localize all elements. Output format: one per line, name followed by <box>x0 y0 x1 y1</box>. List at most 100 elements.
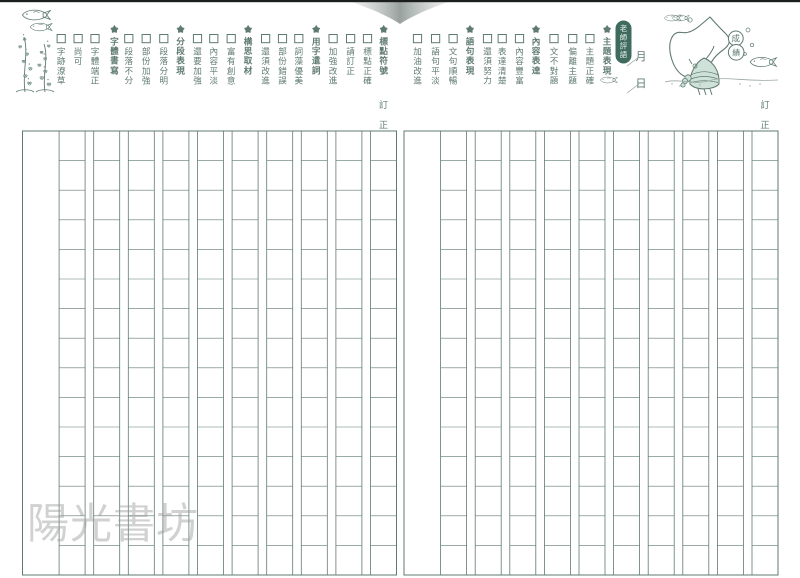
svg-text:語: 語 <box>620 49 628 59</box>
svg-text:暢: 暢 <box>449 74 458 85</box>
svg-text:分: 分 <box>124 75 133 85</box>
svg-text:加: 加 <box>413 47 422 57</box>
svg-text:內: 內 <box>515 47 524 57</box>
svg-text:強: 強 <box>193 74 202 85</box>
svg-text:偏: 偏 <box>568 46 577 57</box>
svg-text:段: 段 <box>176 45 185 56</box>
svg-text:確: 確 <box>363 74 372 85</box>
svg-text:成: 成 <box>732 34 741 44</box>
svg-text:主: 主 <box>603 35 612 46</box>
svg-text:內: 內 <box>209 47 218 57</box>
svg-text:加: 加 <box>193 66 202 76</box>
svg-text:表: 表 <box>465 55 475 66</box>
svg-text:改: 改 <box>261 65 270 76</box>
svg-text:訂: 訂 <box>760 99 769 110</box>
svg-text:內: 內 <box>532 35 541 46</box>
svg-text:跡: 跡 <box>57 55 66 66</box>
svg-text:字: 字 <box>312 45 321 56</box>
svg-text:現: 現 <box>603 65 612 75</box>
svg-text:標: 標 <box>379 35 388 46</box>
svg-text:達: 達 <box>532 64 541 75</box>
svg-text:符: 符 <box>379 55 388 66</box>
svg-text:文: 文 <box>449 46 458 57</box>
svg-text:語: 語 <box>431 46 440 57</box>
svg-text:題: 題 <box>586 56 595 66</box>
svg-text:語: 語 <box>466 35 475 46</box>
svg-text:離: 離 <box>568 55 577 66</box>
svg-text:確: 確 <box>586 74 595 85</box>
svg-text:句: 句 <box>431 55 440 66</box>
svg-text:點: 點 <box>363 55 372 66</box>
svg-text:文: 文 <box>550 46 559 57</box>
svg-text:潦: 潦 <box>57 65 66 76</box>
svg-text:強: 強 <box>142 74 151 85</box>
svg-text:分: 分 <box>159 66 168 76</box>
svg-text:創: 創 <box>227 65 236 76</box>
svg-text:師: 師 <box>620 32 628 42</box>
svg-text:字: 字 <box>91 46 100 57</box>
svg-text:詞: 詞 <box>312 64 321 75</box>
svg-text:美: 美 <box>294 74 303 85</box>
svg-text:訂: 訂 <box>379 99 388 110</box>
svg-text:清: 清 <box>498 65 507 76</box>
svg-text:容: 容 <box>515 55 524 66</box>
svg-text:陽光書坊: 陽光書坊 <box>27 500 199 547</box>
svg-text:須: 須 <box>261 56 270 66</box>
svg-text:草: 草 <box>57 74 66 85</box>
svg-text:楚: 楚 <box>498 74 507 85</box>
svg-text:份: 份 <box>278 55 287 66</box>
svg-text:落: 落 <box>159 55 168 66</box>
svg-text:材: 材 <box>244 64 253 75</box>
svg-text:正: 正 <box>346 66 355 76</box>
svg-text:進: 進 <box>329 75 338 85</box>
svg-text:句: 句 <box>449 55 458 66</box>
svg-text:淡: 淡 <box>431 75 440 85</box>
svg-text:意: 意 <box>227 74 236 85</box>
svg-text:體: 體 <box>91 55 100 66</box>
svg-text:正: 正 <box>363 66 372 76</box>
svg-text:遣: 遣 <box>312 55 321 66</box>
svg-text:題: 題 <box>568 75 577 85</box>
svg-text:對: 對 <box>550 65 559 76</box>
svg-text:淡: 淡 <box>209 75 218 85</box>
svg-text:句: 句 <box>466 45 475 56</box>
svg-text:達: 達 <box>498 55 507 66</box>
svg-text:不: 不 <box>124 66 133 76</box>
svg-text:平: 平 <box>209 66 218 76</box>
svg-text:進: 進 <box>413 75 422 85</box>
svg-text:加: 加 <box>142 66 151 76</box>
svg-text:月: 月 <box>636 51 647 63</box>
svg-text:還: 還 <box>193 46 202 57</box>
svg-text:須: 須 <box>483 56 492 66</box>
svg-text:表: 表 <box>531 55 541 66</box>
svg-text:份: 份 <box>142 55 151 66</box>
svg-text:努: 努 <box>483 65 492 76</box>
svg-text:還: 還 <box>261 46 270 57</box>
svg-text:體: 體 <box>110 45 119 56</box>
svg-text:正: 正 <box>91 75 100 85</box>
svg-text:書: 書 <box>110 55 119 66</box>
svg-text:訂: 訂 <box>346 55 355 66</box>
svg-text:正: 正 <box>379 120 388 130</box>
svg-text:平: 平 <box>431 66 440 76</box>
svg-text:藻: 藻 <box>294 55 303 66</box>
svg-text:油: 油 <box>413 55 422 66</box>
svg-text:進: 進 <box>261 75 270 85</box>
svg-text:老: 老 <box>620 23 628 33</box>
svg-text:現: 現 <box>466 65 475 75</box>
svg-text:容: 容 <box>209 55 218 66</box>
svg-text:表: 表 <box>498 46 507 57</box>
svg-text:評: 評 <box>620 41 628 51</box>
svg-text:主: 主 <box>568 65 577 76</box>
svg-text:正: 正 <box>760 120 769 130</box>
svg-text:現: 現 <box>176 65 185 75</box>
svg-text:富: 富 <box>227 46 236 57</box>
svg-text:順: 順 <box>449 66 458 76</box>
svg-text:端: 端 <box>91 65 100 76</box>
svg-text:字: 字 <box>57 46 66 57</box>
svg-text:標: 標 <box>363 46 372 57</box>
svg-text:用: 用 <box>311 36 321 46</box>
svg-text:號: 號 <box>379 64 388 75</box>
svg-text:取: 取 <box>244 56 253 66</box>
svg-text:部: 部 <box>278 46 287 57</box>
